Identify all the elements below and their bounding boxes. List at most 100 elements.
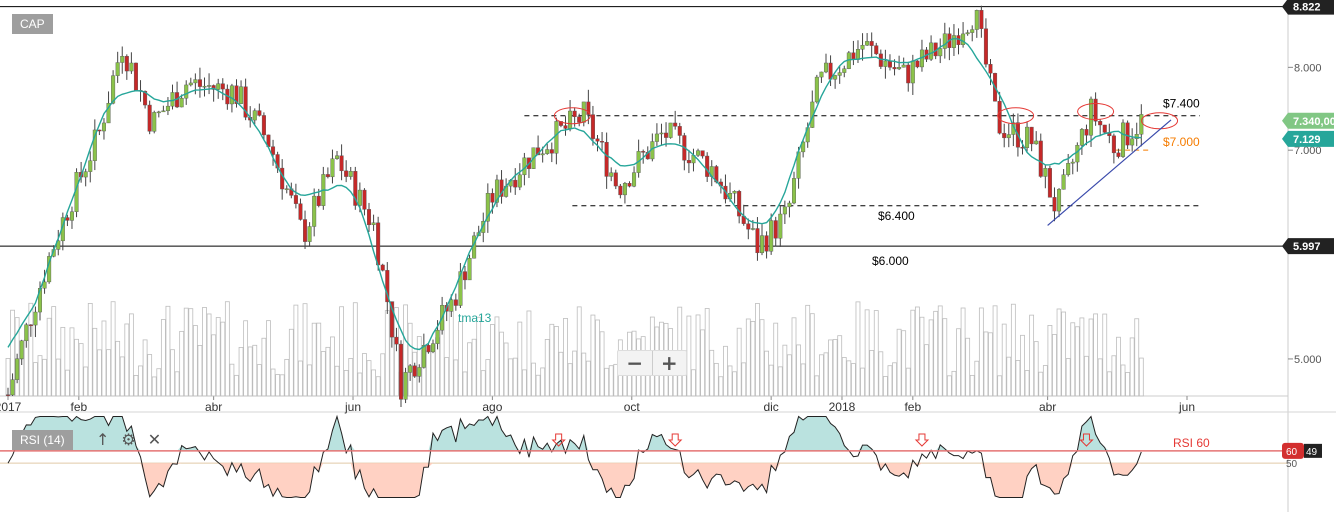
candle bbox=[467, 257, 472, 281]
candle bbox=[490, 193, 495, 203]
candle bbox=[399, 343, 404, 400]
volume-bar bbox=[426, 351, 431, 397]
volume-bar bbox=[14, 317, 20, 397]
volume-bar bbox=[585, 360, 591, 397]
volume-bar bbox=[599, 331, 605, 397]
volume-bar bbox=[471, 338, 477, 397]
volume-bar bbox=[160, 319, 166, 397]
candle bbox=[385, 270, 390, 303]
tma13-line bbox=[7, 37, 1142, 351]
candle bbox=[887, 60, 892, 68]
volume-bar bbox=[860, 367, 865, 397]
volume-bar bbox=[727, 365, 733, 397]
price-tag-high-text: 8.822 bbox=[1293, 2, 1321, 14]
volume-bar bbox=[1097, 358, 1103, 397]
candle bbox=[819, 71, 824, 78]
rsi-label[interactable]: RSI (14) bbox=[12, 430, 73, 450]
volume-bar bbox=[951, 370, 957, 397]
candle bbox=[961, 33, 966, 45]
volume-bar bbox=[901, 330, 907, 397]
volume-bar bbox=[549, 323, 555, 397]
volume-bar bbox=[197, 345, 203, 397]
candle bbox=[1006, 134, 1011, 139]
volume-bar bbox=[736, 327, 742, 397]
candle bbox=[271, 146, 276, 155]
candle bbox=[42, 281, 47, 289]
candle bbox=[449, 299, 454, 312]
candle bbox=[590, 114, 595, 139]
volume-bar bbox=[311, 322, 317, 397]
candle bbox=[668, 122, 673, 138]
candle bbox=[156, 111, 161, 114]
candle bbox=[755, 228, 760, 254]
volume-bar bbox=[334, 365, 340, 397]
candle bbox=[133, 62, 138, 91]
price-tag-tma: 7.129 bbox=[1282, 130, 1334, 147]
rsi-line bbox=[7, 414, 1142, 498]
volume-bar bbox=[1006, 356, 1012, 397]
volume-bar bbox=[924, 344, 929, 397]
volume-bar bbox=[745, 318, 751, 397]
price-tag-high: 8.822 bbox=[1282, 0, 1334, 15]
candle bbox=[1034, 140, 1039, 145]
candle bbox=[792, 178, 797, 204]
candle bbox=[193, 79, 198, 84]
volume-bar bbox=[1038, 371, 1044, 397]
price-tag-tma-text: 7.129 bbox=[1293, 134, 1321, 146]
candle bbox=[371, 222, 376, 226]
candle bbox=[549, 149, 554, 154]
volume-bar bbox=[298, 360, 303, 397]
price-tag-last: 7.340,00 bbox=[1282, 112, 1336, 129]
volume-bar bbox=[128, 313, 134, 397]
candle bbox=[207, 85, 212, 87]
volume-bar bbox=[1125, 372, 1130, 397]
volume-bar bbox=[823, 352, 829, 397]
volume-bar bbox=[928, 319, 934, 397]
candle bbox=[335, 155, 340, 159]
volume-bar bbox=[526, 310, 532, 397]
price-tag-support-bg bbox=[1282, 238, 1334, 255]
volume-bar bbox=[407, 322, 413, 397]
candle bbox=[654, 133, 659, 142]
arrow-up-icon[interactable]: ↑ bbox=[96, 430, 110, 449]
candle bbox=[865, 41, 870, 46]
candle bbox=[883, 60, 888, 67]
candle bbox=[938, 48, 943, 57]
volume-bar bbox=[51, 306, 57, 397]
gear-icon[interactable]: ⚙ bbox=[121, 430, 136, 449]
candle bbox=[1102, 124, 1107, 133]
close-icon[interactable]: ✕ bbox=[147, 430, 162, 449]
volume-bar bbox=[1138, 357, 1144, 397]
candle bbox=[760, 235, 765, 254]
candle bbox=[111, 75, 116, 104]
candle bbox=[641, 151, 646, 153]
candle bbox=[1121, 122, 1126, 157]
volume-bar bbox=[480, 370, 486, 397]
volume-bar bbox=[960, 307, 966, 397]
candle bbox=[1079, 129, 1084, 146]
candle bbox=[604, 142, 609, 177]
volume-bar bbox=[531, 362, 536, 397]
candle bbox=[750, 228, 755, 230]
zoom-in-button[interactable]: + bbox=[660, 351, 678, 375]
volume-bar bbox=[942, 318, 948, 397]
candle bbox=[15, 358, 20, 380]
volume-bar bbox=[718, 376, 724, 397]
candle bbox=[965, 32, 970, 35]
candle bbox=[814, 76, 819, 103]
x-tick-label: 2018 bbox=[829, 400, 856, 414]
candle bbox=[878, 53, 883, 67]
volume-bar bbox=[1111, 355, 1117, 397]
volume-bar bbox=[1129, 337, 1135, 397]
zoom-out-button[interactable]: − bbox=[618, 351, 653, 375]
volume-bar bbox=[394, 307, 399, 397]
candle bbox=[1116, 152, 1121, 157]
candle bbox=[659, 132, 664, 135]
candle bbox=[298, 203, 303, 220]
volume-bar bbox=[138, 365, 143, 397]
volume-bar bbox=[266, 320, 271, 397]
volume-bar bbox=[978, 307, 984, 397]
candle bbox=[572, 110, 577, 117]
volume-bar bbox=[572, 350, 578, 397]
